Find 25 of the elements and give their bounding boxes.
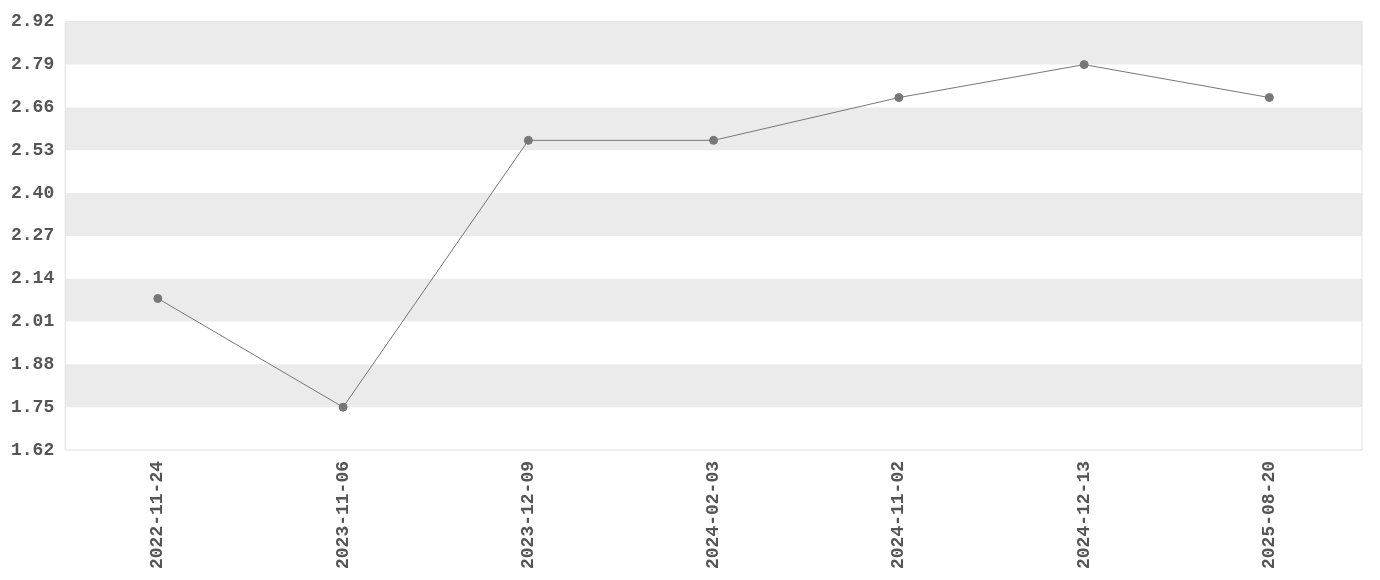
y-tick-label: 1.88 (10, 353, 55, 374)
point (1264, 93, 1274, 103)
y-tick-label: 2.01 (10, 311, 55, 332)
y-tick-label: 2.53 (10, 139, 55, 160)
x-tick-label: 2025-08-20 (1258, 460, 1279, 570)
point (338, 402, 348, 412)
y-tick-label: 1.75 (10, 396, 55, 417)
point (523, 135, 533, 145)
x-tick-label: 2024-02-03 (703, 460, 724, 570)
y-tick-label: 2.14 (10, 268, 55, 289)
point (1079, 60, 1089, 70)
y-tick-label: 2.27 (10, 225, 55, 246)
y-tick-label: 2.66 (10, 96, 55, 117)
y-tick-label: 1.62 (10, 439, 55, 460)
x-tick-label: 2023-11-06 (332, 460, 353, 570)
x-tick-label: 2022-11-24 (147, 460, 168, 570)
y-tick-label: 2.40 (10, 182, 55, 203)
x-tick-label: 2023-12-09 (517, 460, 538, 570)
point (709, 135, 719, 145)
point (153, 293, 163, 303)
y-tick-label: 2.92 (10, 11, 55, 32)
y-tick-label: 2.79 (10, 54, 55, 75)
x-tick-label: 2024-12-13 (1073, 460, 1094, 570)
point (894, 93, 904, 103)
x-tick-label: 2024-11-02 (888, 460, 909, 570)
